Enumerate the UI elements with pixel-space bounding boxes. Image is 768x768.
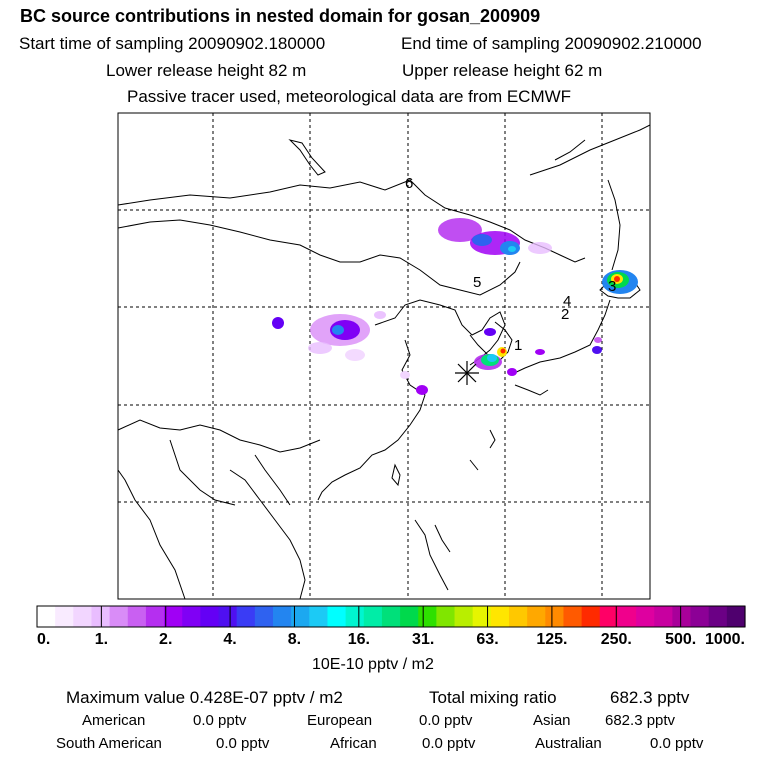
colorbar-cell <box>436 606 456 627</box>
region-name-european: European <box>307 712 373 729</box>
marker-4: 4 <box>563 293 571 310</box>
colorbar-tick-label: 31. <box>412 631 434 648</box>
upper-release-label: Upper release height 62 m <box>402 61 603 80</box>
region-value-african: 0.0 pptv <box>422 735 476 752</box>
colorbar-cell <box>327 606 347 627</box>
region-name-african: African <box>330 735 377 752</box>
colorbar-tick-label: 2. <box>159 631 172 648</box>
marker-1: 1 <box>514 337 522 354</box>
tracer-note: Passive tracer used, meteorological data… <box>127 87 572 106</box>
colorbar-tick-label: 0. <box>37 631 50 648</box>
colorbar-cell <box>73 606 93 627</box>
asterisk-icon <box>455 361 479 385</box>
end-time-label: End time of sampling 20090902.210000 <box>401 34 702 53</box>
colorbar-cell <box>509 606 528 627</box>
total-mixing-label: Total mixing ratio <box>429 688 557 707</box>
max-value-label: Maximum value 0.428E-07 pptv / m2 <box>66 688 343 707</box>
region-value-south-american: 0.0 pptv <box>216 735 270 752</box>
region-name-american: American <box>82 712 146 729</box>
colorbar-cell <box>381 606 401 627</box>
marker-3: 3 <box>608 278 616 295</box>
colorbar-cell <box>527 606 546 627</box>
start-time-label: Start time of sampling 20090902.180000 <box>19 34 326 53</box>
colorbar-tick-label: 125. <box>536 631 567 648</box>
concentration-field <box>272 218 638 395</box>
lower-release-label: Lower release height 82 m <box>106 61 307 80</box>
marker-5: 5 <box>473 274 481 291</box>
colorbar-cell <box>636 606 655 627</box>
colorbar-cell <box>418 606 437 627</box>
colorbar-cell <box>454 606 474 627</box>
region-value-european: 0.0 pptv <box>419 712 473 729</box>
colorbar-cell <box>490 606 510 627</box>
colorbar-tick-labels: 0. 1. 2. 4. 8. 16. 31. 63. 125. 250. 500. 1000. <box>37 631 745 648</box>
colorbar-tick-label: 8. <box>288 631 301 648</box>
colorbar-cell <box>182 606 201 627</box>
marker-6: 6 <box>405 175 413 192</box>
colorbar-cell <box>581 606 601 627</box>
map-markers: 1 2 3 4 5 6 <box>405 175 616 354</box>
total-mixing-value: 682.3 pptv <box>610 688 690 707</box>
colorbar-cell <box>309 606 329 627</box>
colorbar-tick-label: 500. <box>665 631 696 648</box>
colorbar-cell <box>236 606 256 627</box>
colorbar-cell <box>55 606 74 627</box>
colorbar-tick-label: 1. <box>95 631 108 648</box>
colorbar-cell <box>690 606 710 627</box>
colorbar-cell <box>109 606 129 627</box>
colorbar-ticks <box>36 606 746 627</box>
region-value-australian: 0.0 pptv <box>650 735 704 752</box>
colorbar-cell <box>363 606 383 627</box>
colorbar-cell <box>291 606 310 627</box>
marker-2: 2 <box>561 306 569 323</box>
colorbar-cell <box>164 606 183 627</box>
colorbar-tick-label: 4. <box>223 631 236 648</box>
region-name-australian: Australian <box>535 735 602 752</box>
colorbar-cell <box>617 606 637 627</box>
region-name-south-american: South American <box>56 735 162 752</box>
colorbar-cell <box>545 606 565 627</box>
colorbar-tick-label: 250. <box>601 631 632 648</box>
colorbar-cell <box>708 606 728 627</box>
colorbar-cell <box>472 606 492 627</box>
map-frame <box>117 112 651 600</box>
colorbar-cell <box>273 606 292 627</box>
colorbar-tick-label: 63. <box>476 631 498 648</box>
colorbar-cell <box>254 606 274 627</box>
colorbar-cell <box>145 606 165 627</box>
colorbar-unit-label: 10E-10 pptv / m2 <box>312 656 434 673</box>
colorbar-tick-label: 16. <box>348 631 370 648</box>
colorbar-cell <box>218 606 238 627</box>
colorbar-tick-label: 1000. <box>705 631 745 648</box>
colorbar-cell <box>91 606 111 627</box>
gridlines <box>118 113 650 599</box>
colorbar-cell <box>37 606 56 627</box>
region-value-asian: 682.3 pptv <box>605 712 676 729</box>
colorbar-cell <box>672 606 692 627</box>
colorbar-cell <box>654 606 673 627</box>
colorbar-cells <box>37 606 746 627</box>
region-value-american: 0.0 pptv <box>193 712 247 729</box>
colorbar-cell <box>599 606 619 627</box>
region-name-asian: Asian <box>533 712 571 729</box>
colorbar-cell <box>345 606 365 627</box>
plot-title: BC source contributions in nested domain… <box>20 6 541 26</box>
colorbar-cell <box>563 606 583 627</box>
colorbar-cell <box>726 606 746 627</box>
colorbar-cell <box>200 606 220 627</box>
colorbar-cell <box>127 606 147 627</box>
colorbar-cell <box>400 606 419 627</box>
